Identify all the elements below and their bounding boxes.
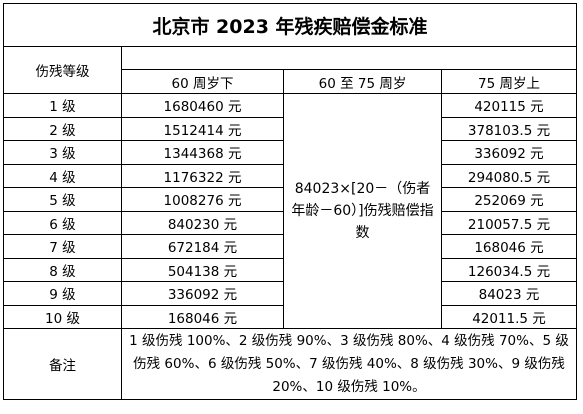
table-body: 北京市 2023 年残疾赔偿金标准 伤残等级 60 周岁下 60 至 75 周岁… [3, 3, 577, 400]
level-cell: 9 级 [3, 281, 122, 306]
table-title: 北京市 2023 年残疾赔偿金标准 [3, 3, 577, 47]
under60-cell: 1008276 元 [121, 187, 284, 212]
table-row: 10 级 168046 元 42011.5 元 [3, 304, 577, 329]
over75-cell: 378103.5 元 [441, 116, 577, 141]
under60-cell: 1512414 元 [121, 116, 284, 141]
note-label: 备注 [3, 328, 122, 400]
level-cell: 10 级 [3, 304, 122, 329]
under60-header: 60 周岁下 [121, 69, 284, 94]
over75-cell: 168046 元 [441, 234, 577, 259]
level-cell: 2 级 [3, 116, 122, 141]
over75-cell: 42011.5 元 [441, 304, 577, 329]
over75-cell: 336092 元 [441, 140, 577, 165]
under60-cell: 168046 元 [121, 304, 284, 329]
table-row: 5 级 1008276 元 252069 元 [3, 187, 577, 212]
table-row: 4 级 1176322 元 294080.5 元 [3, 163, 577, 188]
under60-cell: 1680460 元 [121, 93, 284, 118]
over75-cell: 84023 元 [441, 281, 577, 306]
under60-cell: 1344368 元 [121, 140, 284, 165]
table-row: 6 级 840230 元 210057.5 元 [3, 210, 577, 235]
table-row: 3 级 1344368 元 336092 元 [3, 140, 577, 165]
blank-header-cell [121, 46, 577, 70]
over75-cell: 294080.5 元 [441, 163, 577, 188]
level-cell: 4 级 [3, 163, 122, 188]
table-row: 9 级 336092 元 84023 元 [3, 281, 577, 306]
over75-cell: 252069 元 [441, 187, 577, 212]
level-cell: 1 级 [3, 93, 122, 118]
under60-cell: 1176322 元 [121, 163, 284, 188]
over75-cell: 420115 元 [441, 93, 577, 118]
compensation-table: 北京市 2023 年残疾赔偿金标准 伤残等级 60 周岁下 60 至 75 周岁… [3, 3, 577, 400]
note-row: 备注 1 级伤残 100%、2 级伤残 90%、3 级伤残 80%、4 级伤残 … [3, 328, 577, 400]
over75-header: 75 周岁上 [441, 69, 577, 94]
note-text: 1 级伤残 100%、2 级伤残 90%、3 级伤残 80%、4 级伤残 70%… [121, 328, 577, 400]
under60-cell: 672184 元 [121, 234, 284, 259]
table-row: 2 级 1512414 元 378103.5 元 [3, 116, 577, 141]
level-cell: 7 级 [3, 234, 122, 259]
under60-cell: 336092 元 [121, 281, 284, 306]
title-row: 北京市 2023 年残疾赔偿金标准 [3, 3, 577, 47]
level-cell: 8 级 [3, 257, 122, 282]
header-row-a: 伤残等级 [3, 46, 577, 94]
between-header: 60 至 75 周岁 [283, 69, 442, 94]
formula-cell: 84023×[20－（伤者年龄－60）]伤残赔偿指数 [283, 93, 442, 329]
table-row: 1 级 1680460 元 84023×[20－（伤者年龄－60）]伤残赔偿指数… [3, 93, 577, 329]
over75-cell: 126034.5 元 [441, 257, 577, 282]
level-column-header: 伤残等级 [3, 46, 122, 94]
level-cell: 5 级 [3, 187, 122, 212]
table-row: 7 级 672184 元 168046 元 [3, 234, 577, 259]
under60-cell: 504138 元 [121, 257, 284, 282]
header-row-b: 60 周岁下 60 至 75 周岁 75 周岁上 [4, 69, 577, 94]
level-cell: 3 级 [3, 140, 122, 165]
table-row: 8 级 504138 元 126034.5 元 [3, 257, 577, 282]
level-cell: 6 级 [3, 210, 122, 235]
under60-cell: 840230 元 [121, 210, 284, 235]
over75-cell: 210057.5 元 [441, 210, 577, 235]
